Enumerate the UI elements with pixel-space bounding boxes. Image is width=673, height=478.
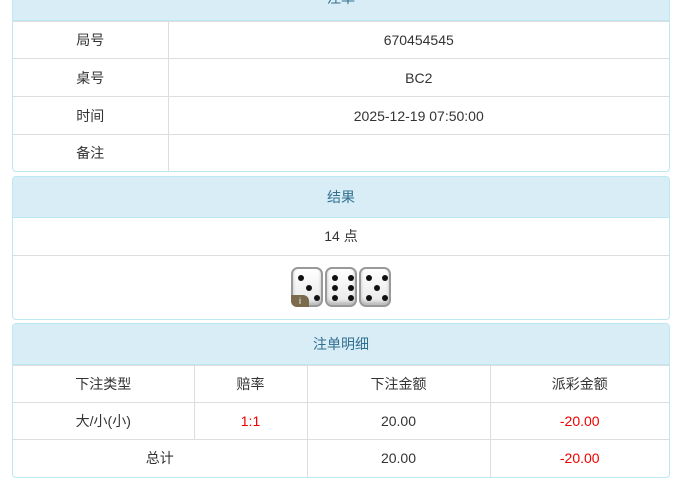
label: 桌号 — [13, 58, 169, 97]
payout: -20.00 — [489, 402, 669, 440]
label: 备注 — [13, 134, 169, 171]
table-number: BC2 — [167, 58, 669, 97]
remark — [167, 134, 669, 171]
die-3: i — [291, 267, 323, 307]
die-pip — [306, 285, 312, 291]
die-pip — [332, 285, 338, 291]
table-row: 桌号 BC2 — [13, 58, 669, 97]
header-payout: 派彩金额 — [489, 365, 669, 403]
table-row: 大/小(小) 1:1 20.00 -20.00 — [13, 402, 669, 440]
detail-panel: 注单明细 下注类型 赔率 下注金额 派彩金额 大/小(小) 1:1 20.00 … — [12, 323, 670, 478]
die-5 — [359, 267, 391, 307]
die-pip — [332, 295, 338, 301]
die-pip — [382, 275, 388, 281]
die-pip — [348, 275, 354, 281]
die-pip — [348, 285, 354, 291]
label: 时间 — [13, 96, 169, 135]
die-pip — [332, 275, 338, 281]
header-bet-amount: 下注金额 — [306, 365, 491, 403]
total-label: 总计 — [13, 439, 308, 477]
time: 2025-12-19 07:50:00 — [167, 96, 669, 135]
result-panel: 结果 14 点 i — [12, 176, 670, 320]
round-number: 670454545 — [167, 21, 669, 59]
detail-table: 下注类型 赔率 下注金额 派彩金额 大/小(小) 1:1 20.00 -20.0… — [13, 365, 669, 477]
die-pip — [366, 275, 372, 281]
header-odds: 赔率 — [193, 365, 308, 403]
total-payout: -20.00 — [489, 439, 669, 477]
result-points: 14 点 — [13, 218, 669, 256]
header-bet-type: 下注类型 — [13, 365, 195, 403]
table-row: 备注 — [13, 134, 669, 171]
bet-type: 大/小(小) — [13, 402, 195, 440]
table-row: 时间 2025-12-19 07:50:00 — [13, 96, 669, 135]
order-panel-title: 注单 — [13, 0, 669, 21]
bet-amount: 20.00 — [306, 402, 491, 440]
die-pip — [366, 295, 372, 301]
info-icon[interactable]: i — [291, 295, 309, 307]
die-6 — [325, 267, 357, 307]
label: 局号 — [13, 21, 169, 59]
dice-row: i — [13, 256, 669, 318]
die-pip — [314, 295, 320, 301]
detail-panel-title: 注单明细 — [13, 324, 669, 365]
total-row: 总计 20.00 -20.00 — [13, 439, 669, 477]
result-panel-title: 结果 — [13, 177, 669, 218]
order-table: 局号 670454545 桌号 BC2 时间 2025-12-19 07:50:00 … — [13, 21, 669, 171]
die-pip — [374, 285, 380, 291]
die-pip — [298, 275, 304, 281]
total-bet-amount: 20.00 — [306, 439, 491, 477]
table-row: 局号 670454545 — [13, 21, 669, 59]
die-pip — [348, 295, 354, 301]
odds: 1:1 — [193, 402, 308, 440]
die-pip — [382, 295, 388, 301]
header-row: 下注类型 赔率 下注金额 派彩金额 — [13, 365, 669, 403]
